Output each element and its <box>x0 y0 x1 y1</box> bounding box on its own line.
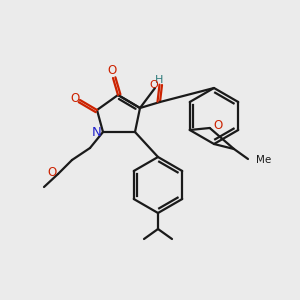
Text: O: O <box>47 166 57 178</box>
Text: Me: Me <box>256 155 271 165</box>
Text: O: O <box>150 80 158 90</box>
Text: O: O <box>213 118 222 131</box>
Text: H: H <box>155 75 163 85</box>
Text: O: O <box>107 64 117 77</box>
Text: O: O <box>70 92 80 106</box>
Text: N: N <box>92 127 102 140</box>
